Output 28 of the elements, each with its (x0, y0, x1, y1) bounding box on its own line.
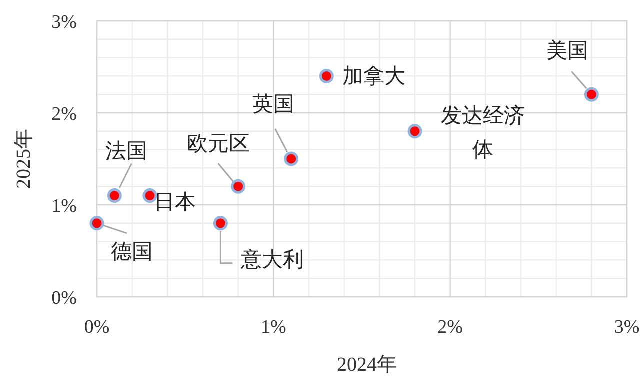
point (231, 179, 246, 194)
y-tick-label: 3% (52, 12, 78, 33)
annotation: 欧元区 (186, 132, 250, 156)
annotation: 英国 (252, 92, 294, 116)
y-tick-label: 0% (52, 288, 78, 309)
x-tick-label: 1% (261, 317, 287, 338)
annotation: 法国 (106, 138, 148, 163)
point (408, 124, 422, 139)
point (107, 188, 122, 204)
x-axis-title: 2024年 (337, 354, 397, 376)
point (213, 216, 228, 231)
point (284, 152, 299, 166)
point (584, 87, 599, 102)
x-tick-label: 3% (614, 317, 640, 338)
annotation: 意大利 (240, 247, 304, 272)
point (319, 68, 334, 84)
x-tick-label: 2% (438, 317, 464, 338)
y-axis-title: 2025年 (13, 129, 35, 189)
annotation: 德国 (111, 239, 153, 264)
y-tick-label: 1% (52, 196, 78, 217)
annotation: 发达经济体 (441, 103, 525, 162)
y-tick-label: 2% (52, 104, 78, 125)
point (90, 216, 104, 231)
annotation: 加拿大 (342, 64, 406, 88)
point (142, 188, 158, 204)
annotation: 日本 (154, 190, 196, 214)
x-tick-label: 0% (84, 317, 110, 338)
annotation: 美国 (546, 38, 589, 63)
